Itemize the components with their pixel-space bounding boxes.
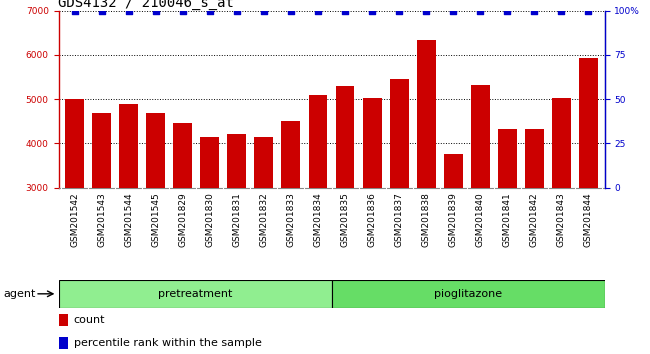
Text: GSM201832: GSM201832 <box>259 192 268 247</box>
Text: pretreatment: pretreatment <box>158 289 232 299</box>
Point <box>97 8 107 13</box>
Text: GSM201543: GSM201543 <box>98 192 106 247</box>
Point <box>448 8 458 13</box>
Text: GSM201837: GSM201837 <box>395 192 404 247</box>
Bar <box>58 314 68 326</box>
Point <box>583 8 593 13</box>
Bar <box>335 86 354 320</box>
Point <box>340 8 350 13</box>
Text: GSM201829: GSM201829 <box>178 192 187 247</box>
Bar <box>146 113 165 320</box>
Text: GSM201545: GSM201545 <box>151 192 161 247</box>
Bar <box>174 124 192 320</box>
Bar <box>578 58 598 320</box>
Bar <box>58 280 332 308</box>
Point <box>421 8 432 13</box>
Text: GSM201838: GSM201838 <box>422 192 430 247</box>
Text: GSM201839: GSM201839 <box>448 192 458 247</box>
Bar <box>417 40 436 320</box>
Point <box>70 8 80 13</box>
Text: GSM201836: GSM201836 <box>367 192 376 247</box>
Bar <box>552 98 571 320</box>
Bar <box>363 98 382 320</box>
Point <box>313 8 323 13</box>
Bar <box>58 337 68 349</box>
Bar <box>281 121 300 320</box>
Bar <box>309 95 328 320</box>
Point <box>529 8 539 13</box>
Text: GSM201830: GSM201830 <box>205 192 214 247</box>
Point <box>286 8 296 13</box>
Text: agent: agent <box>3 289 36 299</box>
Bar <box>200 137 219 320</box>
Text: GSM201840: GSM201840 <box>476 192 485 247</box>
Bar <box>254 137 274 320</box>
Text: count: count <box>74 315 105 325</box>
Text: GDS4132 / 210046_s_at: GDS4132 / 210046_s_at <box>58 0 235 10</box>
Text: GSM201842: GSM201842 <box>530 192 539 247</box>
Point <box>502 8 512 13</box>
Text: percentile rank within the sample: percentile rank within the sample <box>74 338 262 348</box>
Text: GSM201833: GSM201833 <box>287 192 296 247</box>
Bar <box>65 99 84 320</box>
Bar <box>471 85 489 320</box>
Text: GSM201542: GSM201542 <box>70 192 79 247</box>
Text: GSM201844: GSM201844 <box>584 192 593 247</box>
Point <box>177 8 188 13</box>
Text: GSM201831: GSM201831 <box>233 192 241 247</box>
Point <box>556 8 566 13</box>
Bar <box>92 113 111 320</box>
Text: pioglitazone: pioglitazone <box>434 289 502 299</box>
Bar <box>120 104 138 320</box>
Point <box>124 8 134 13</box>
Bar <box>227 134 246 320</box>
Text: GSM201834: GSM201834 <box>313 192 322 247</box>
Bar <box>389 79 409 320</box>
Point <box>231 8 242 13</box>
Point <box>475 8 486 13</box>
Bar <box>525 129 543 320</box>
Text: GSM201841: GSM201841 <box>502 192 512 247</box>
Text: GSM201843: GSM201843 <box>557 192 566 247</box>
Point <box>151 8 161 13</box>
Bar <box>444 154 463 320</box>
Bar <box>498 129 517 320</box>
Point <box>394 8 404 13</box>
Point <box>367 8 377 13</box>
Text: GSM201835: GSM201835 <box>341 192 350 247</box>
Bar <box>332 280 604 308</box>
Point <box>259 8 269 13</box>
Text: GSM201544: GSM201544 <box>124 192 133 247</box>
Point <box>205 8 215 13</box>
